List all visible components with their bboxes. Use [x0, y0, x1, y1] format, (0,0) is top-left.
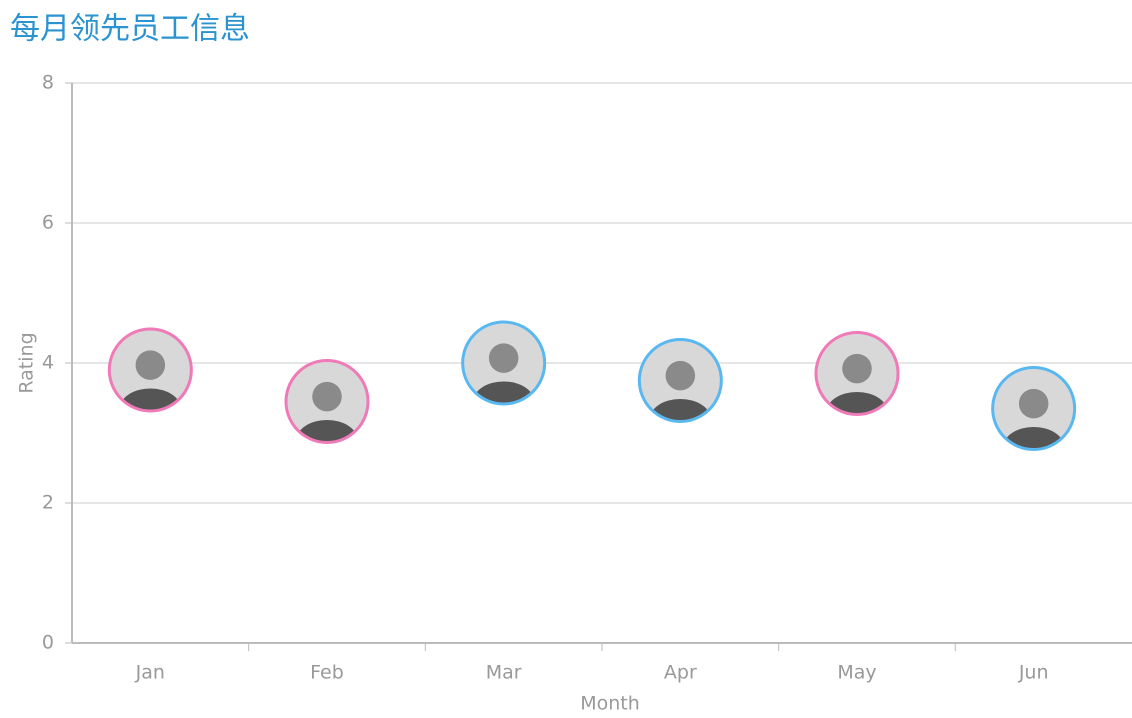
avatar-head [312, 381, 342, 412]
x-tick-label: May [837, 662, 876, 684]
avatar-body [119, 388, 182, 411]
point-ring [814, 331, 900, 416]
avatar [992, 367, 1075, 450]
chart-title: 每月领先员工信息 [10, 12, 250, 47]
avatar-head [842, 353, 872, 384]
avatar-head [665, 360, 696, 391]
point-ring [284, 359, 370, 444]
avatar-head [1018, 388, 1049, 419]
x-axis-label: Month [580, 693, 640, 715]
y-tick-label: 0 [42, 632, 54, 654]
point-ring [461, 320, 547, 406]
avatar-body [472, 381, 535, 404]
avatar-body [1002, 426, 1065, 450]
avatar-head [135, 350, 166, 380]
avatar [286, 360, 368, 443]
x-tick-label: Jun [1018, 662, 1049, 684]
x-tick-label: Mar [486, 662, 522, 684]
x-tick-label: Feb [310, 662, 344, 684]
avatar-body [296, 419, 358, 443]
point-ring [107, 327, 193, 413]
avatar-body [649, 398, 712, 422]
avatar [109, 329, 192, 411]
x-tick-label: Apr [664, 662, 697, 684]
y-tick-label: 8 [42, 72, 54, 94]
avatar [639, 339, 722, 422]
y-tick-label: 6 [42, 212, 54, 234]
avatar [816, 332, 898, 415]
y-tick-label: 2 [42, 492, 54, 514]
avatar-head [488, 343, 519, 373]
avatar-body [826, 391, 888, 415]
point-ring [637, 338, 723, 423]
y-tick-label: 4 [42, 352, 54, 374]
x-tick-label: Jan [135, 662, 165, 684]
avatar [462, 322, 545, 404]
y-axis-label: Rating [16, 332, 38, 393]
point-ring [991, 366, 1077, 451]
